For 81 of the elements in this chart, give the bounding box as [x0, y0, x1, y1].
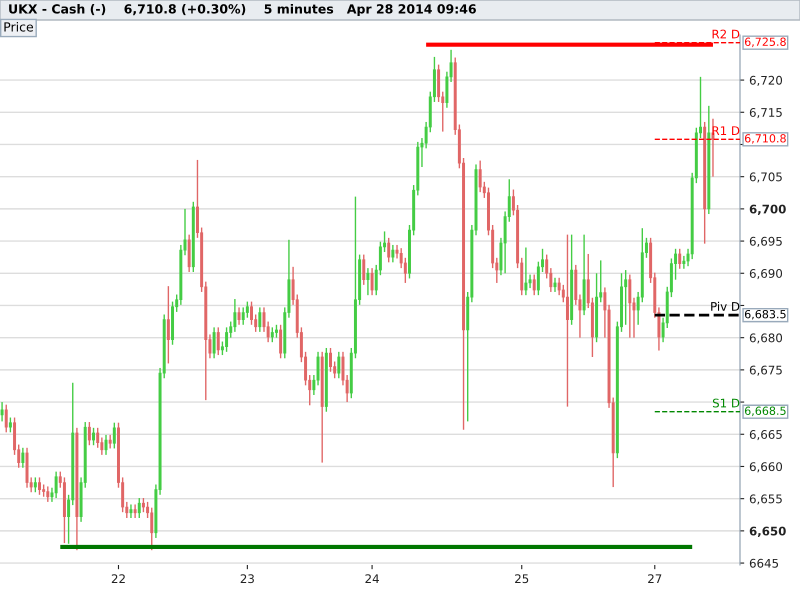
- candlestick: [370, 267, 374, 296]
- text: 6,668.5: [744, 406, 786, 416]
- text: 6,710.8: [744, 134, 786, 144]
- candlestick: [536, 260, 540, 296]
- candlestick: [566, 234, 569, 408]
- candlestick: [129, 504, 132, 519]
- candlestick: [391, 244, 394, 264]
- candlestick: [250, 300, 254, 326]
- candlestick: [337, 351, 340, 379]
- candlestick: [96, 427, 100, 448]
- candlestick: [678, 248, 682, 270]
- y-tick-label: 6,720: [750, 76, 782, 86]
- candlestick: [258, 306, 262, 333]
- candlestick: [54, 470, 58, 499]
- x-tick-label: 27: [648, 574, 662, 583]
- candlestick: [92, 427, 96, 446]
- candlestick: [100, 436, 104, 456]
- text: 6,725.8: [744, 38, 786, 48]
- y-tick-label: 6,690: [750, 269, 782, 280]
- candlestick: [8, 416, 12, 434]
- candlestick: [362, 254, 366, 286]
- candlestick: [112, 422, 116, 450]
- candlestick: [528, 274, 532, 289]
- candlestick: [38, 476, 41, 496]
- candlestick: [532, 274, 536, 296]
- candlestick: [274, 324, 278, 338]
- x-tick-label: 24: [365, 574, 379, 583]
- candlestick: [366, 267, 370, 296]
- candlestick: [628, 274, 632, 338]
- candlestick: [682, 255, 686, 270]
- candlestick: [270, 326, 274, 343]
- chart-title: UKX - Cash (-) 6,710.8 (+0.30%) 5 minutes Apr 28 2014 09:46: [9, 4, 476, 16]
- y-tick-label: 6,665: [750, 430, 782, 440]
- candlestick: [4, 404, 8, 434]
- candlestick: [21, 447, 24, 468]
- candlestick: [108, 434, 112, 450]
- candlestick: [238, 306, 241, 326]
- candlestick: [554, 277, 556, 293]
- y-tick-label: 6,675: [750, 366, 782, 376]
- y-tick-label: 6645: [750, 558, 778, 568]
- candlestick: [558, 277, 561, 296]
- candlestick: [329, 347, 332, 372]
- candlestick: [404, 257, 407, 284]
- x-tick-label: 22: [112, 574, 125, 583]
- candlestick: [279, 324, 282, 359]
- candlestick: [242, 306, 245, 326]
- candlestick: [233, 298, 236, 333]
- candlestick: [0, 401, 4, 422]
- candlestick: [166, 285, 170, 364]
- y-tick-label: 6,650: [750, 526, 786, 538]
- x-tick-label: 25: [515, 574, 528, 584]
- candlestick: [46, 486, 50, 503]
- y-tick-label: 6,705: [750, 172, 782, 183]
- candlestick: [316, 351, 320, 386]
- candlestick: [134, 504, 137, 519]
- y-tick-label: 6,715: [750, 108, 782, 118]
- y-tick-label: 6,680: [750, 333, 782, 344]
- candlestick: [478, 160, 482, 193]
- candlestick: [42, 484, 46, 498]
- candlestick: [34, 476, 37, 493]
- ref-line-label: S1 D: [712, 398, 740, 408]
- candlestick: [142, 497, 145, 513]
- candlestick: [396, 244, 399, 260]
- y-tick-label: 6,655: [750, 494, 782, 505]
- candlestick: [624, 269, 628, 326]
- x-tick-label: 23: [240, 574, 254, 584]
- ref-line-label: Piv D: [711, 302, 740, 311]
- candlestick: [138, 497, 141, 519]
- text: 6,683.5: [744, 310, 786, 320]
- ref-line-label: R2 D: [712, 30, 740, 38]
- candlestick: [246, 300, 249, 318]
- candlestick: [225, 326, 228, 353]
- y-axis-title: Price: [4, 22, 34, 32]
- candlestick: [387, 237, 390, 264]
- candlestick: [88, 421, 91, 446]
- candlestick: [104, 434, 108, 456]
- y-tick-label: 6,660: [750, 462, 782, 472]
- candlestick: [524, 246, 528, 296]
- y-tick-label: 6,700: [750, 204, 786, 216]
- y-tick-label: 6,695: [750, 236, 782, 247]
- candlestick: [212, 326, 216, 359]
